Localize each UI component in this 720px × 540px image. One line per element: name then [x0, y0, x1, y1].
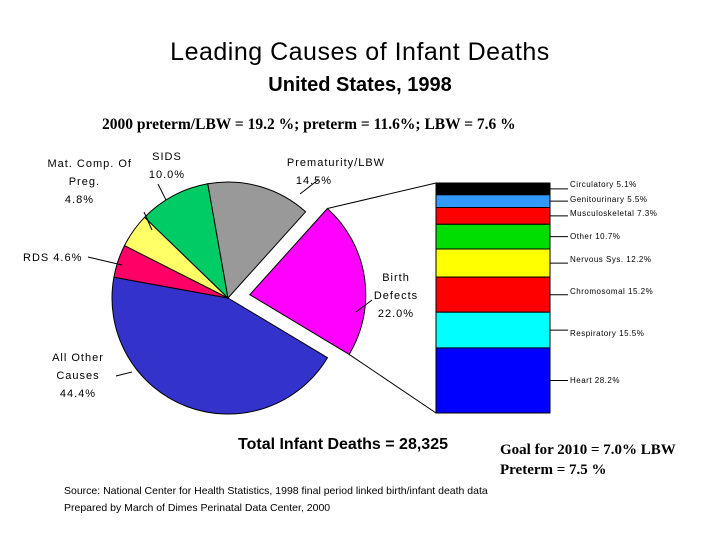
pie-label-sids: SIDS 10.0%: [148, 151, 186, 181]
bar-label-nervous: Nervous Sys. 12.2%: [570, 255, 652, 264]
bar-label-chromosomal: Chromosomal 15.2%: [570, 287, 654, 296]
bar-label-genitourinary: Genitourinary 5.5%: [570, 195, 648, 204]
leader-rds: [87, 256, 123, 266]
leader-sids: [157, 183, 167, 201]
bar-label-respiratory: Respiratory 15.5%: [570, 329, 645, 338]
connector-line-top: [327, 182, 437, 209]
pie-label-mat-comp: Mat. Comp. Of Preg. 4.8%: [47, 158, 132, 206]
leader-mat-comp: [143, 211, 153, 231]
bar-segment-respiratory: [435, 311, 551, 349]
bar-label-circulatory: Circulatory 5.1%: [570, 180, 637, 189]
bar-segment-chromosomal: [435, 276, 551, 313]
pie-label-prematurity: Prematurity/LBW 14.5%: [286, 157, 386, 187]
leader-birth-defects: [355, 299, 373, 313]
chart-annotation: 2000 preterm/LBW = 19.2 %; preterm = 11.…: [102, 116, 516, 133]
bar-segment-circulatory: [435, 182, 551, 196]
pie-slice-all-other-causes: [111, 276, 329, 415]
pie-slice-birth-defects: [249, 207, 367, 356]
pie-label-rds: RDS 4.6%: [23, 252, 83, 264]
bar-segment-nervous-sys: [435, 248, 551, 278]
bar-label-musculoskeletal: Musculoskeletal 7.3%: [570, 209, 658, 218]
bar-segment-musculoskeletal: [435, 207, 551, 225]
pie-label-all-other: All Other Causes 44.4%: [52, 352, 104, 400]
pie-slice-prematurity-lbw: [207, 181, 307, 300]
connector-line-bottom: [348, 353, 437, 414]
total-infant-deaths: Total Infant Deaths = 28,325: [238, 436, 448, 453]
prepared-note: Prepared by March of Dimes Perinatal Dat…: [64, 502, 331, 514]
goal-note: Goal for 2010 = 7.0% LBW Preterm = 7.5 %: [500, 442, 676, 478]
bar-label-other: Other 10.7%: [570, 232, 621, 241]
pie-label-birth-defects: Birth Defects 22.0%: [373, 272, 419, 320]
source-note: Source: National Center for Health Stati…: [64, 485, 488, 497]
leader-all-other: [115, 371, 133, 377]
bar-segment-other: [435, 223, 551, 250]
leader-prematurity: [299, 179, 319, 195]
bar-label-heart: Heart 28.2%: [570, 376, 620, 385]
bar-segment-genitourinary: [435, 194, 551, 209]
chart-title: Leading Causes of Infant Deaths: [170, 38, 550, 66]
chart-subtitle: United States, 1998: [268, 74, 452, 96]
bar-segment-heart: [435, 347, 551, 414]
